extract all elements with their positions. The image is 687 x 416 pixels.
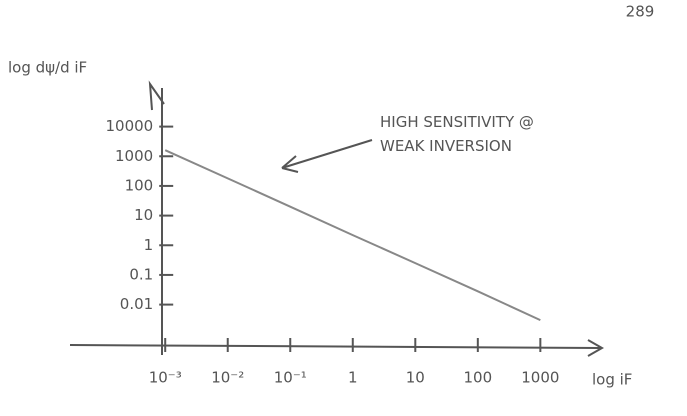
x-tick-label: 10⁻¹: [274, 369, 307, 387]
y-tick-label: 10000: [105, 117, 153, 135]
x-axis-label: log iF: [592, 371, 632, 389]
annotation-arrow: [282, 140, 372, 172]
annotation-box: HIGH SENSITIVITY @ WEAK INVERSION: [380, 110, 680, 200]
x-axis: [70, 340, 602, 356]
x-tick-label: 10⁻²: [211, 369, 244, 387]
y-tick-label: 1: [144, 236, 154, 254]
x-tick-label: 100: [463, 369, 492, 387]
x-tick-label: 10: [406, 369, 425, 387]
y-tick-label: 0.01: [120, 295, 153, 313]
y-tick-label: 100: [125, 176, 154, 194]
page: {"chart_data": {"type": "line", "title":…: [0, 0, 687, 412]
annotation: HIGH SENSITIVITY @ WEAK INVERSION: [380, 110, 580, 158]
x-tick-label: 10⁻³: [149, 369, 182, 387]
y-axis-label: log dψ/d iF: [8, 59, 87, 77]
chart: 289 log dψ/d iF log iF HIGH SENSITIVITY …: [0, 0, 687, 412]
page-number: 289: [626, 3, 655, 21]
y-tick-label: 1000: [115, 147, 153, 165]
y-tick-label: 10: [134, 206, 153, 224]
x-tick-label: 1000: [521, 369, 559, 387]
x-tick-label: 1: [348, 369, 358, 387]
y-tick-label: 0.1: [129, 265, 153, 283]
